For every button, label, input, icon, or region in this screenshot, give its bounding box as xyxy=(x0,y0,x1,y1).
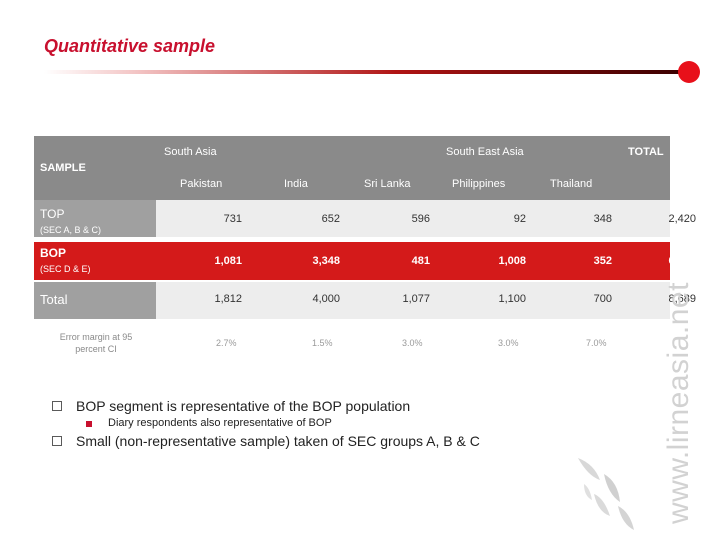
bullet-3-text: Small (non-representative sample) taken … xyxy=(76,433,480,449)
bullet-1-text: BOP segment is representative of the BOP… xyxy=(76,398,411,414)
cell-top-india: 652 xyxy=(321,213,340,225)
country-pakistan: Pakistan xyxy=(180,178,223,190)
region-south-asia: South Asia xyxy=(164,146,217,158)
cell-bop-total: 6,269 xyxy=(668,255,696,267)
error-india: 1.5% xyxy=(312,338,333,348)
cell-total-philippines: 1,100 xyxy=(498,293,526,305)
cell-bop-pakistan: 1,081 xyxy=(214,255,242,267)
error-margin-label: Error margin at 95 percent CI xyxy=(44,331,148,355)
bullet-2-text: Diary respondents also representative of… xyxy=(108,417,332,429)
cell-bop-philippines: 1,008 xyxy=(498,255,526,267)
row-top-sublabel: (SEC A, B & C) xyxy=(40,225,102,235)
table-header-band xyxy=(34,136,670,200)
row-bop-sublabel: (SEC D & E) xyxy=(40,264,91,274)
page-title: Quantitative sample xyxy=(44,36,216,56)
row-total-values-band xyxy=(156,282,670,319)
title-rule-dot xyxy=(678,61,700,83)
cell-total-thailand: 700 xyxy=(593,293,612,305)
error-thailand: 7.0% xyxy=(586,338,607,348)
cell-total-pakistan: 1,812 xyxy=(214,293,242,305)
country-thailand: Thailand xyxy=(550,178,593,190)
cell-top-thailand: 348 xyxy=(593,213,612,225)
error-margin-label-line2: percent CI xyxy=(75,344,117,354)
cell-top-pakistan: 731 xyxy=(223,213,242,225)
bullet-red-square-icon xyxy=(86,421,92,427)
cell-bop-sri-lanka: 481 xyxy=(411,255,430,267)
error-pakistan: 2.7% xyxy=(216,338,237,348)
row-top-label: TOP xyxy=(40,207,65,221)
sample-label: SAMPLE xyxy=(40,162,86,174)
cell-top-philippines: 92 xyxy=(513,213,526,225)
row-top-label-band xyxy=(34,200,156,237)
country-philippines: Philippines xyxy=(452,178,506,190)
bullet-square-icon xyxy=(52,436,62,446)
region-south-east-asia: South East Asia xyxy=(446,146,524,158)
cell-total-total: 8,689 xyxy=(668,293,696,305)
cell-top-total: 2,420 xyxy=(668,213,696,225)
cell-total-india: 4,000 xyxy=(312,293,340,305)
bullet-square-icon xyxy=(52,401,62,411)
row-bop-label: BOP xyxy=(40,246,67,260)
row-total-label: Total xyxy=(40,292,68,307)
cell-bop-thailand: 352 xyxy=(593,255,612,267)
cell-total-sri-lanka: 1,077 xyxy=(402,293,430,305)
country-india: India xyxy=(284,178,308,190)
error-margin-label-line1: Error margin at 95 xyxy=(59,332,133,342)
lirneasia-logo-icon xyxy=(578,458,634,530)
row-bop-band xyxy=(34,242,670,280)
country-sri-lanka: Sri Lanka xyxy=(364,178,411,190)
error-sri-lanka: 3.0% xyxy=(402,338,423,348)
region-total: TOTAL xyxy=(628,146,664,158)
cell-top-sri-lanka: 596 xyxy=(411,213,430,225)
row-top-values-band xyxy=(156,200,670,237)
watermark-url: www.lirneasia.net xyxy=(662,282,695,524)
title-rule xyxy=(44,70,684,74)
cell-bop-india: 3,348 xyxy=(312,255,340,267)
row-total-label-band xyxy=(34,282,156,319)
error-philippines: 3.0% xyxy=(498,338,519,348)
